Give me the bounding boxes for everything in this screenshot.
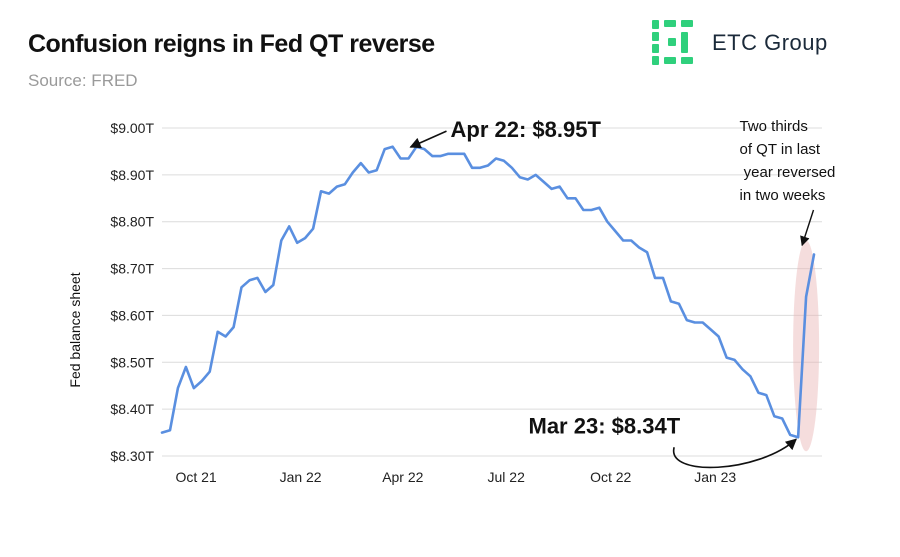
peak-arrow <box>409 130 447 149</box>
gridlines <box>162 127 822 457</box>
x-tick-label: Jan 23 <box>694 469 736 485</box>
reversal-note-arrow <box>800 209 815 247</box>
y-tick-label: $8.30T <box>110 448 154 464</box>
y-tick-label: $9.00T <box>110 120 154 136</box>
y-tick-label: $8.70T <box>110 261 154 277</box>
reversal-note-line: in two weeks <box>740 187 826 204</box>
series-line <box>160 145 816 439</box>
trough-label: Mar 23: $8.34T <box>529 413 681 438</box>
x-tick-label: Jan 22 <box>280 469 322 485</box>
reversal-note-line: Two thirds <box>740 118 808 135</box>
y-axis-ticks: $8.30T $8.40T $8.50T $8.60T $8.70T $8.80T $8.9… <box>110 120 154 464</box>
trough-arrow <box>673 438 797 469</box>
y-tick-label: $8.40T <box>110 401 154 417</box>
peak-label: Apr 22: $8.95T <box>451 117 602 142</box>
reversal-highlight <box>793 240 820 452</box>
etc-group-logo <box>652 20 693 65</box>
reversal-note-line: of QT in last <box>740 141 821 158</box>
x-tick-label: Oct 21 <box>175 469 216 485</box>
x-tick-label: Apr 22 <box>382 469 423 485</box>
y-axis-label: Fed balance sheet <box>67 272 83 387</box>
data-points <box>161 146 815 438</box>
x-tick-label: Oct 22 <box>590 469 631 485</box>
brand-name: ETC Group <box>712 30 828 55</box>
y-tick-label: $8.50T <box>110 354 154 370</box>
chart-title: Confusion reigns in Fed QT reverse <box>28 30 435 58</box>
y-tick-label: $8.90T <box>110 167 154 183</box>
reversal-note-line: year reversed <box>740 164 836 181</box>
y-tick-label: $8.60T <box>110 307 154 323</box>
annotations: Apr 22: $8.95T Mar 23: $8.34T Two thirds of… <box>409 117 836 469</box>
etc-logo-mark-icon <box>652 20 693 65</box>
chart-source: Source: FRED <box>28 71 138 90</box>
x-tick-label: Jul 22 <box>488 469 526 485</box>
x-axis-ticks: Oct 21 Jan 22 Apr 22 Jul 22 Oct 22 Jan 23 <box>175 469 736 485</box>
y-tick-label: $8.80T <box>110 214 154 230</box>
